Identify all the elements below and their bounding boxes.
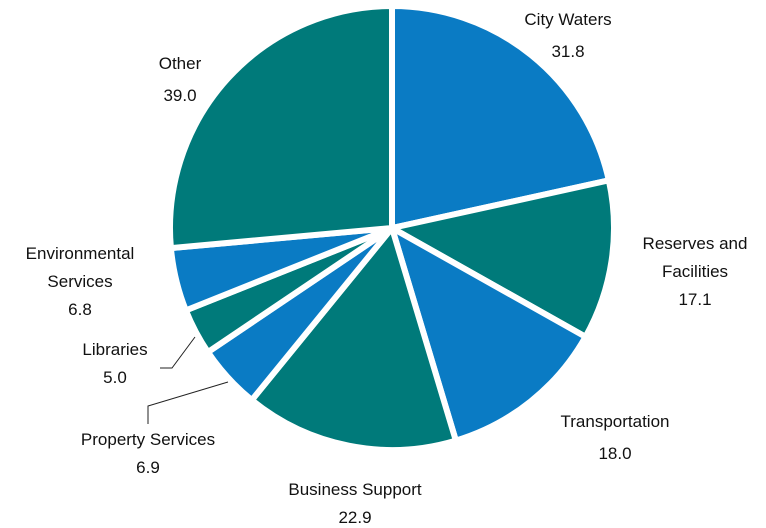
slice-label: Reserves and Facilities	[642, 234, 748, 281]
leader-line	[160, 336, 196, 369]
pie-slice	[383, 176, 617, 341]
slice-value: 6.9	[136, 458, 160, 477]
slice-value: 5.0	[103, 368, 127, 387]
pie-slice	[247, 221, 460, 453]
slice-value: 22.9	[338, 508, 372, 527]
slice-label: Other	[158, 54, 202, 73]
slice-label: Property Services	[80, 430, 216, 449]
slice-value: 31.8	[551, 42, 585, 61]
slice-value: 18.0	[598, 444, 632, 463]
slice-label: Transportation	[560, 412, 670, 431]
slice-value: 39.0	[163, 86, 197, 105]
slice-value: 17.1	[678, 290, 712, 309]
pie-slice	[389, 2, 613, 232]
leader-line	[147, 381, 229, 424]
slice-label: Business Support	[288, 480, 422, 499]
pie-slice	[167, 2, 395, 252]
slice-label: City Waters	[524, 10, 612, 29]
slice-value: 6.8	[68, 300, 92, 319]
slice-label: Environmental Services	[25, 244, 135, 291]
slice-label: Libraries	[82, 340, 148, 359]
